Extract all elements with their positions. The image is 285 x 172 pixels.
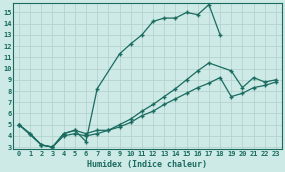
X-axis label: Humidex (Indice chaleur): Humidex (Indice chaleur)	[87, 159, 207, 169]
